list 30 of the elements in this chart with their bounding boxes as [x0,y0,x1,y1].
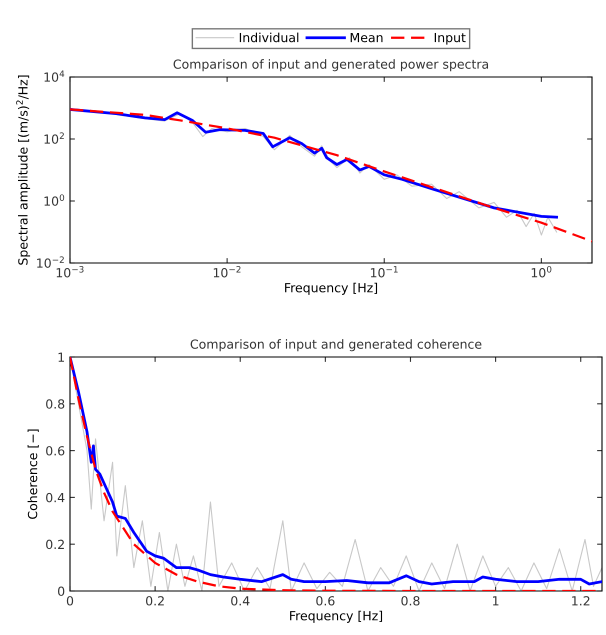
y-axis-title: Spectral amplitude [(m/s)$^{2}$/Hz] [16,76,30,265]
x-tick-label: 0.2 [146,596,164,606]
y-tick-label: 0 [58,586,64,596]
x-tick-label: 10$^{0}$ [532,266,552,278]
chart-title: Comparison of input and generated power spectra [174,59,488,72]
x-tick-label: 1 [492,596,498,606]
x-tick-label: 1.2 [572,596,590,606]
y-axis-title: Coherence [−] [28,429,39,519]
x-tick-label: 0 [66,596,74,606]
y-tick-label: 0.6 [46,446,64,456]
x-tick-label: 0.6 [316,596,335,606]
y-tick-label: 0.8 [46,399,64,409]
x-tick-label: 10$^{−1}$ [370,266,398,278]
legend-label: Individual [240,32,298,42]
y-tick-label: 0.4 [46,492,64,502]
chart-title: Comparison of input and generated coherence [190,339,482,352]
y-tick-label: 1 [58,352,64,362]
x-axis-title: Frequency [Hz] [285,282,378,295]
y-tick-label: 10$^{−2}$ [37,256,64,268]
x-tick-label: 0.4 [231,596,250,606]
y-tick-label: 0.2 [46,540,64,550]
y-tick-label: 10$^{2}$ [44,132,64,144]
x-tick-label: 10$^{−2}$ [214,266,240,278]
x-tick-label: 0.8 [401,596,420,606]
legend-label: Input [434,32,466,45]
x-axis-title: Frequency [Hz] [290,610,382,623]
legend-label: Mean [350,32,382,42]
y-tick-label: 10$^{4}$ [44,70,64,82]
y-tick-label: 10$^{0}$ [44,194,64,206]
x-tick-label: 10$^{−3}$ [56,266,84,278]
